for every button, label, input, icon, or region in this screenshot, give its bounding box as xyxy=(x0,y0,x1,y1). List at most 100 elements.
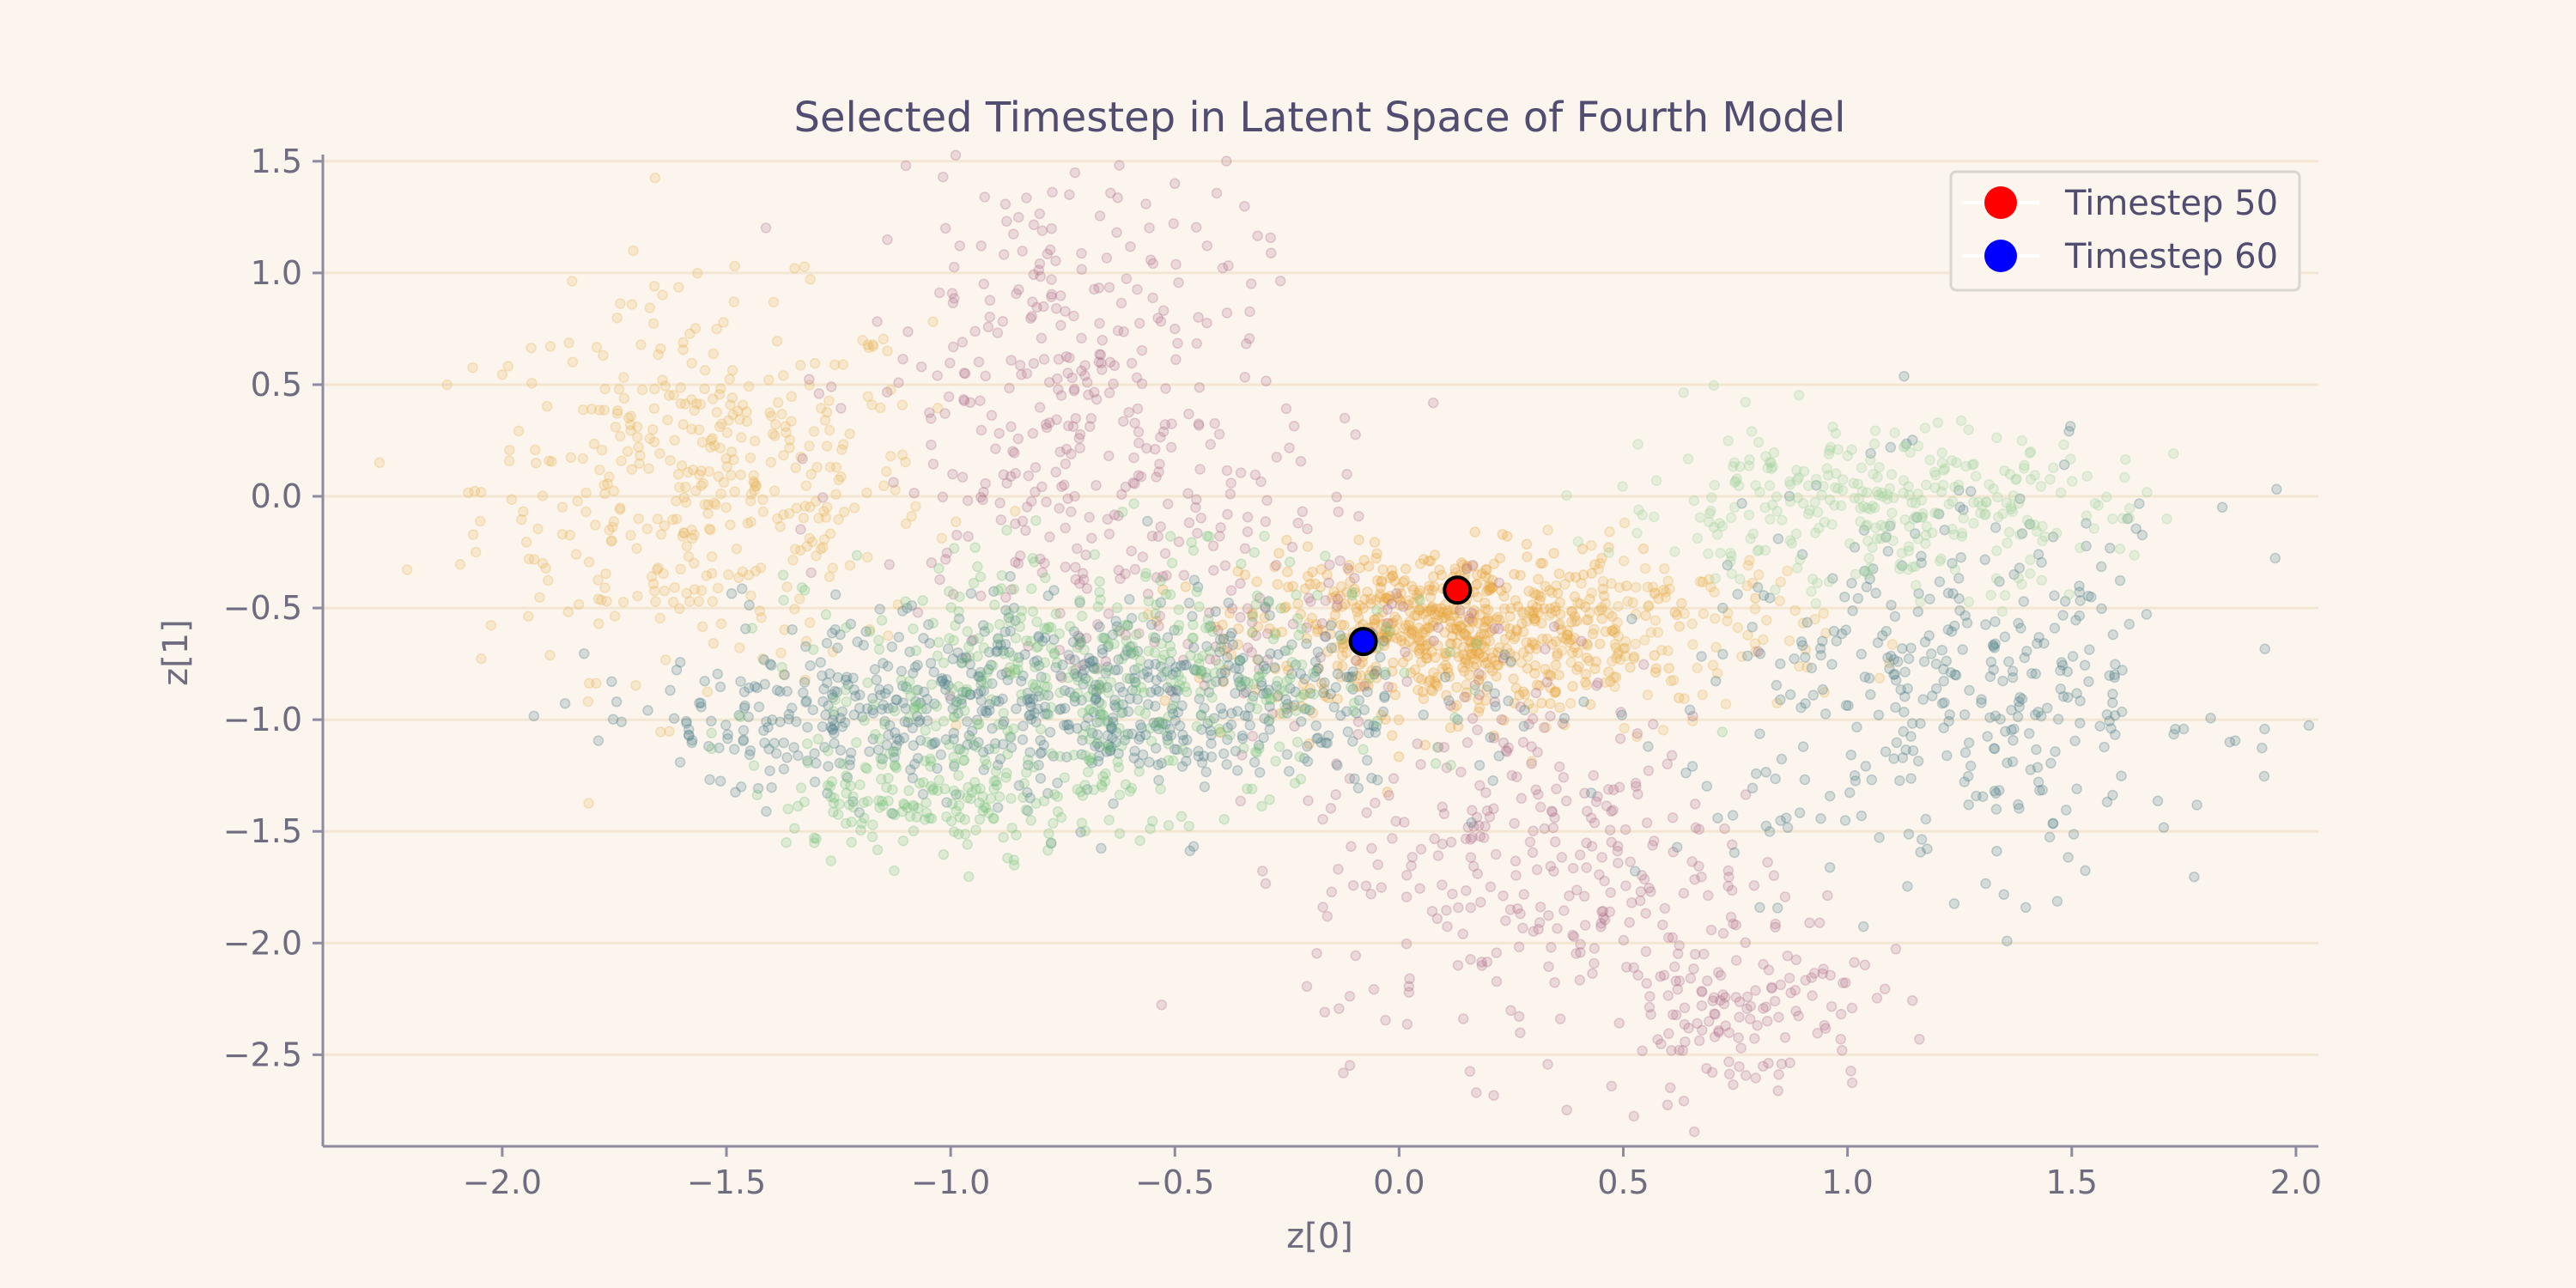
scatter-point xyxy=(669,581,681,593)
scatter-point xyxy=(988,813,999,824)
scatter-point xyxy=(1478,832,1490,843)
scatter-point xyxy=(914,697,927,708)
scatter-point xyxy=(1659,563,1670,574)
scatter-point xyxy=(2124,502,2136,514)
scatter-point xyxy=(1846,1002,1858,1014)
scatter-point xyxy=(1363,727,1375,738)
scatter-point xyxy=(1322,692,1334,704)
scatter-point xyxy=(1221,307,1233,319)
scatter-point xyxy=(1069,696,1081,707)
scatter-point xyxy=(503,455,515,467)
scatter-point xyxy=(1074,428,1086,440)
scatter-point xyxy=(1625,856,1636,867)
scatter-point xyxy=(2114,543,2126,555)
scatter-point xyxy=(1087,683,1099,696)
scatter-point xyxy=(1985,589,1996,601)
scatter-point xyxy=(1188,664,1200,675)
scatter-point xyxy=(1400,647,1411,658)
scatter-point xyxy=(1126,545,1137,556)
scatter-point xyxy=(1578,890,1590,902)
scatter-point xyxy=(624,419,636,430)
scatter-point xyxy=(1709,1008,1720,1019)
scatter-point xyxy=(1575,598,1586,610)
scatter-point xyxy=(1161,665,1173,677)
scatter-point xyxy=(1572,647,1583,659)
scatter-point xyxy=(1485,881,1497,893)
scatter-point xyxy=(826,628,838,639)
scatter-point xyxy=(1033,630,1044,642)
scatter-point xyxy=(1073,433,1085,444)
scatter-point xyxy=(841,696,852,708)
scatter-point xyxy=(1674,939,1686,951)
scatter-point xyxy=(1669,546,1680,557)
scatter-point xyxy=(1092,618,1103,630)
scatter-point xyxy=(951,788,962,800)
scatter-point xyxy=(728,744,740,755)
scatter-point xyxy=(1315,652,1327,663)
scatter-point xyxy=(1390,816,1401,827)
scatter-point xyxy=(1208,564,1219,576)
scatter-point xyxy=(1473,647,1485,659)
scatter-point xyxy=(1663,1028,1674,1040)
scatter-point xyxy=(874,402,886,414)
scatter-point xyxy=(1013,284,1024,295)
scatter-point xyxy=(1468,605,1479,616)
scatter-point xyxy=(894,735,905,746)
scatter-point xyxy=(1399,638,1411,649)
scatter-point xyxy=(567,356,579,368)
scatter-point xyxy=(1475,628,1487,640)
scatter-point xyxy=(873,643,885,655)
scatter-point xyxy=(1426,905,1438,917)
scatter-point xyxy=(1456,622,1467,634)
scatter-point xyxy=(872,744,884,756)
scatter-point xyxy=(1182,488,1194,500)
scatter-point xyxy=(1414,594,1425,606)
scatter-point xyxy=(1142,699,1154,710)
scatter-point xyxy=(1550,686,1561,697)
scatter-point xyxy=(1391,587,1402,599)
scatter-point xyxy=(1526,741,1537,752)
scatter-point xyxy=(825,381,837,392)
scatter-point xyxy=(2062,665,2074,677)
scatter-point xyxy=(1505,656,1516,667)
scatter-point xyxy=(1608,671,1619,683)
scatter-point xyxy=(1114,625,1126,636)
scatter-point xyxy=(1201,641,1212,653)
scatter-point xyxy=(1447,630,1458,642)
scatter-point xyxy=(1615,707,1626,718)
scatter-point xyxy=(1650,475,1662,486)
scatter-point xyxy=(939,222,951,234)
scatter-point xyxy=(1697,689,1709,701)
scatter-point xyxy=(1379,666,1391,678)
scatter-point xyxy=(2107,689,2118,700)
scatter-point xyxy=(1666,1045,1677,1056)
scatter-point xyxy=(1012,211,1024,223)
scatter-point xyxy=(1470,579,1482,591)
scatter-point xyxy=(1551,580,1562,592)
scatter-point xyxy=(1991,432,2002,444)
scatter-point xyxy=(820,609,832,621)
scatter-point xyxy=(1346,841,1357,853)
scatter-point xyxy=(1686,618,1698,629)
scatter-point xyxy=(1072,783,1084,795)
scatter-point xyxy=(1010,468,1021,479)
scatter-point xyxy=(1752,581,1764,593)
scatter-point xyxy=(1873,709,1885,720)
scatter-point xyxy=(799,501,811,512)
scatter-point xyxy=(1181,756,1192,767)
scatter-point xyxy=(1021,635,1032,647)
scatter-point xyxy=(889,705,901,717)
scatter-point xyxy=(1535,591,1546,603)
scatter-point xyxy=(1382,593,1394,605)
scatter-point xyxy=(658,568,669,580)
scatter-point xyxy=(467,361,478,374)
scatter-point xyxy=(806,536,818,548)
scatter-point xyxy=(1013,652,1024,664)
scatter-point xyxy=(1109,699,1121,711)
scatter-point xyxy=(1388,773,1400,784)
scatter-point xyxy=(1150,743,1162,754)
scatter-point xyxy=(1061,751,1072,762)
scatter-point xyxy=(1330,789,1341,800)
scatter-point xyxy=(1614,654,1626,665)
scatter-point xyxy=(1583,614,1594,626)
